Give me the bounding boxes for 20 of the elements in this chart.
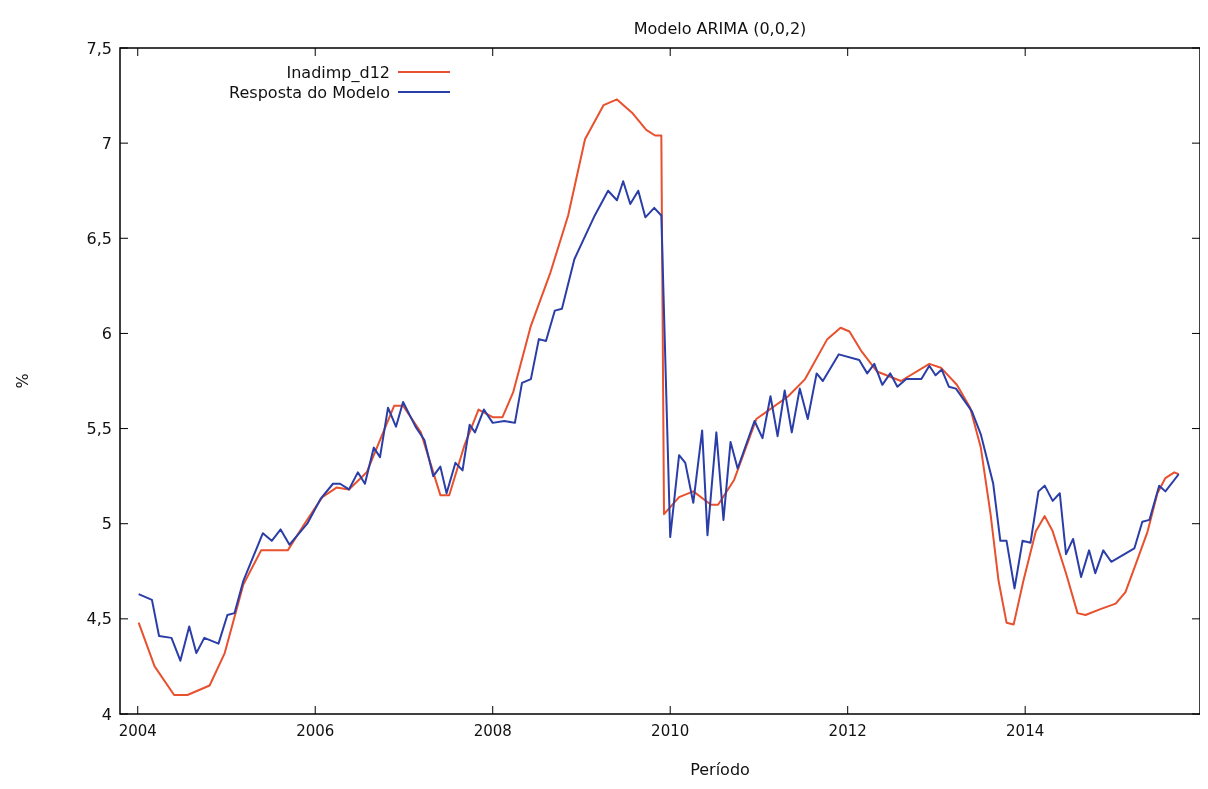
legend-label: Resposta do Modelo	[229, 82, 390, 102]
y-tick-label: 7	[101, 133, 112, 153]
x-tick-label: 2008	[473, 722, 512, 740]
x-tick-label: 2004	[118, 722, 157, 740]
x-tick-label: 2012	[828, 722, 867, 740]
x-tick-label: 2014	[1006, 722, 1045, 740]
x-tick-label: 2010	[651, 722, 690, 740]
y-tick-label: 7,5	[86, 38, 112, 58]
x-tick-label: 2006	[296, 722, 335, 740]
y-tick-label: 4,5	[86, 609, 112, 629]
y-tick-label: 4	[101, 704, 112, 724]
y-tick-label: 6,5	[86, 228, 112, 248]
y-tick-label: 6	[101, 324, 112, 344]
chart-title: Modelo ARIMA (0,0,2)	[633, 19, 807, 38]
y-tick-label: 5	[101, 514, 112, 534]
y-axis-title: %	[13, 373, 32, 389]
line-series	[137, 180, 1180, 662]
y-tick-label: 5,5	[86, 419, 112, 439]
legend-label: Inadimp_d12	[286, 62, 390, 83]
x-axis-title: Período	[690, 760, 750, 779]
